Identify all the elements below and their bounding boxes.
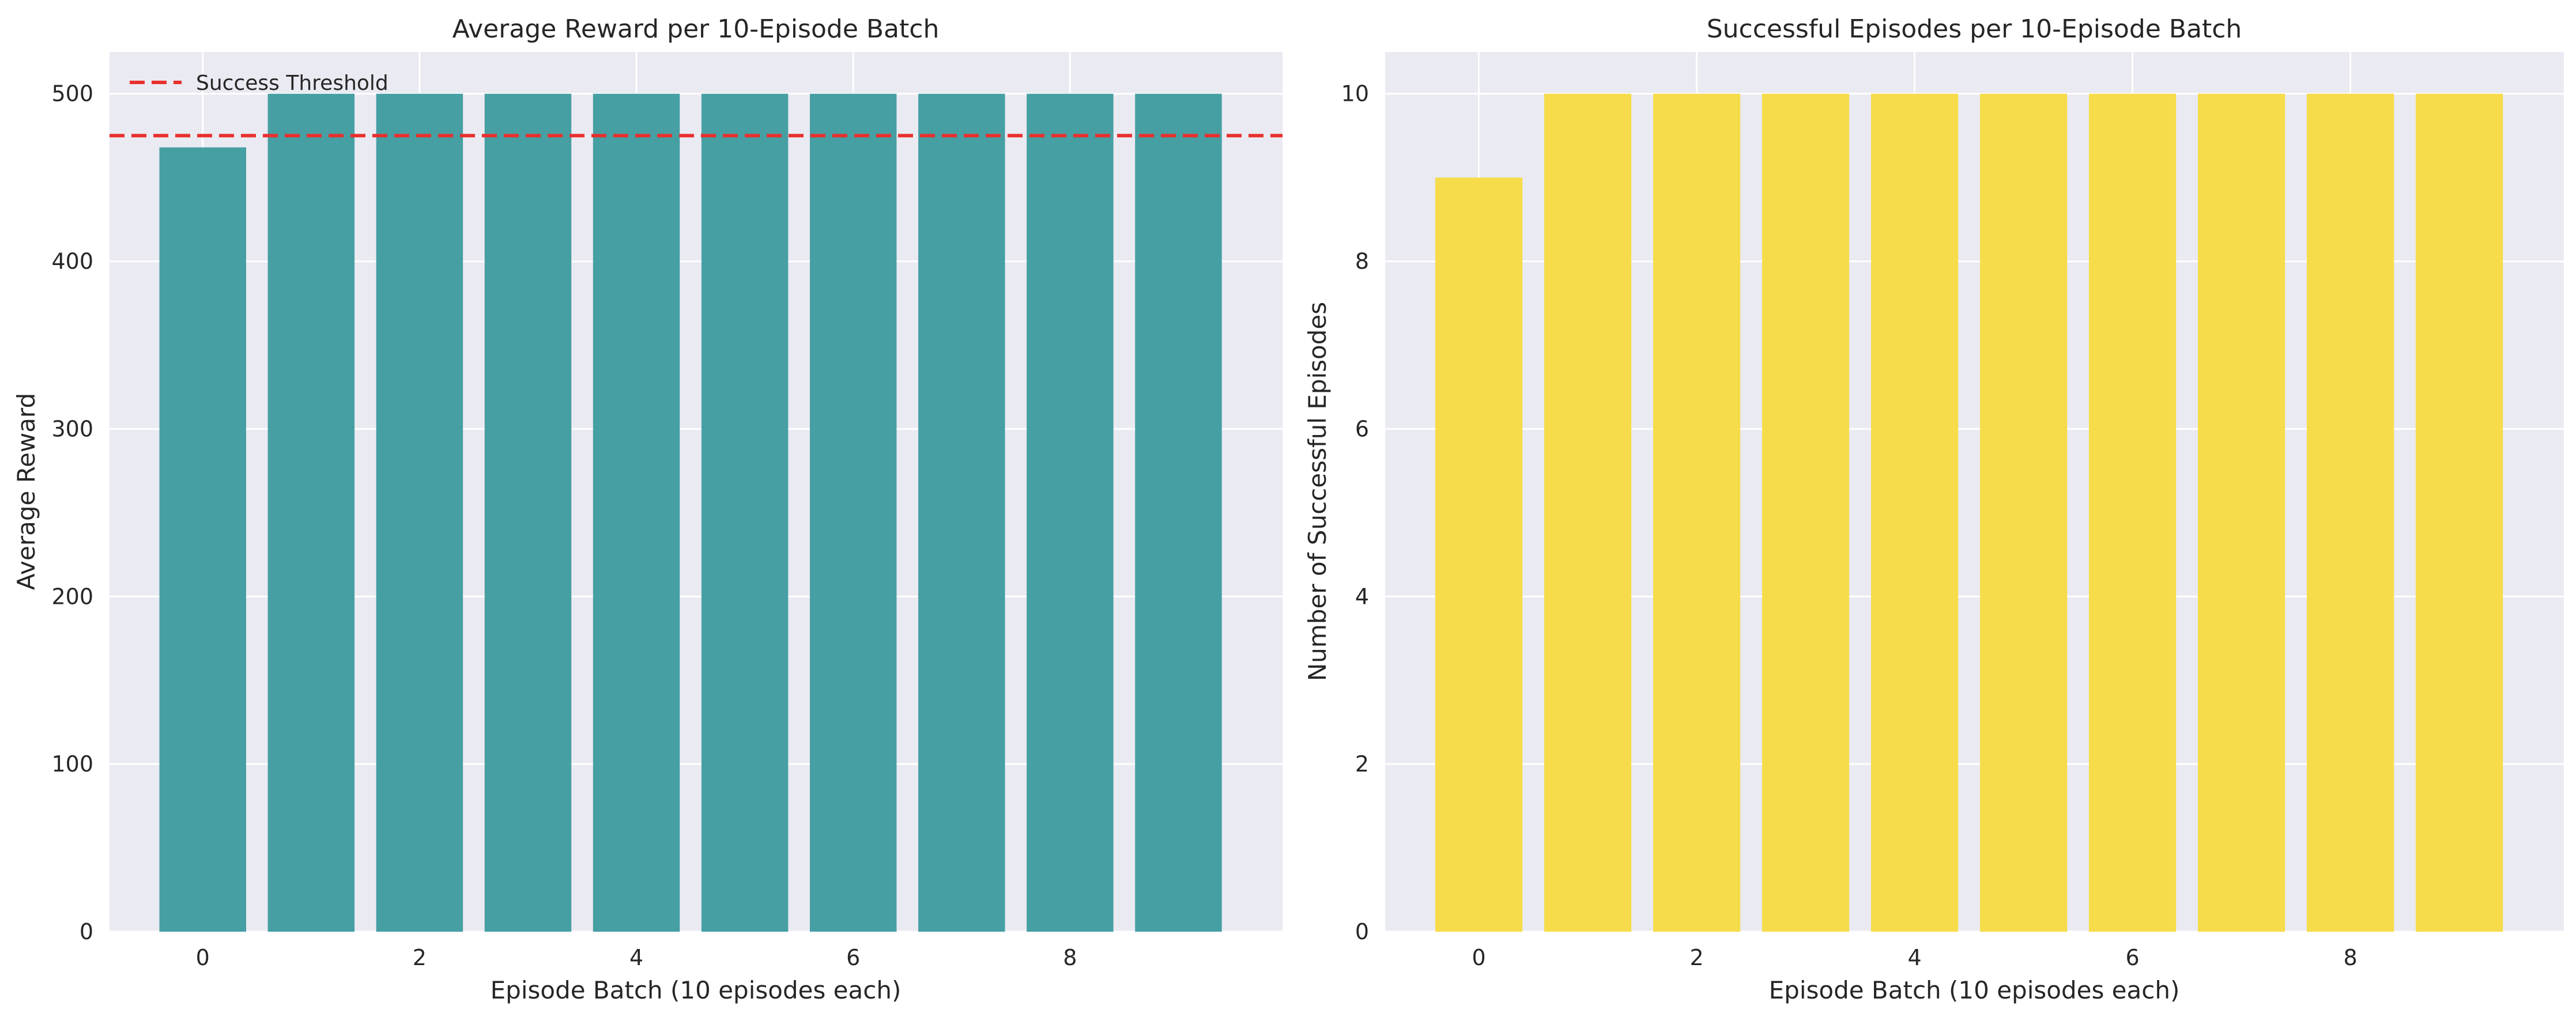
reward-y-tick-labels: 0 100 200 300 400 500: [51, 81, 93, 944]
reward-bar: [701, 93, 789, 932]
success-bar: [1762, 93, 1850, 932]
legend: Success Threshold: [130, 71, 389, 95]
success-y-tick-labels: 0 2 4 6 8 10: [1341, 81, 1369, 944]
x-tick-label: 2: [413, 945, 427, 970]
success-bar: [1870, 93, 1959, 932]
x-tick-label: 6: [2125, 945, 2139, 970]
y-tick-label: 4: [1355, 584, 1369, 609]
reward-bar: [809, 93, 897, 932]
y-tick-label: 10: [1341, 81, 1369, 107]
success-x-axis-label: Episode Batch (10 episodes each): [1769, 976, 2180, 1004]
y-tick-label: 2: [1355, 751, 1369, 777]
reward-y-axis-label: Average Reward: [12, 393, 40, 590]
y-tick-label: 8: [1355, 249, 1369, 274]
x-tick-label: 0: [1472, 945, 1485, 970]
reward-chart-title: Average Reward per 10-Episode Batch: [452, 14, 940, 44]
success-bar: [2197, 93, 2285, 932]
success-y-axis-label: Number of Successful Episodes: [1303, 302, 1332, 681]
success-bars: [1435, 93, 2503, 932]
success-x-tick-labels: 0 2 4 6 8: [1472, 945, 2357, 970]
reward-bar: [484, 93, 572, 932]
x-tick-label: 2: [1689, 945, 1703, 970]
success-bar: [1979, 93, 2068, 932]
reward-bar: [1027, 93, 1114, 932]
x-tick-label: 8: [2343, 945, 2357, 970]
success-bar: [2415, 93, 2503, 932]
success-chart: 0 2 4 6 8 10 0 2 4 6 8 Successful Episodes per 10…: [1303, 14, 2564, 1004]
success-bar: [1435, 177, 1523, 932]
legend-label-success-threshold: Success Threshold: [196, 71, 389, 95]
success-bar: [2306, 93, 2394, 932]
y-tick-label: 0: [80, 919, 93, 944]
reward-chart: 0 100 200 300 400 500 0 2 4 6 8 Average Reward pe…: [12, 14, 1283, 1004]
reward-x-axis-label: Episode Batch (10 episodes each): [491, 976, 902, 1004]
success-chart-title: Successful Episodes per 10-Episode Batch: [1707, 14, 2242, 44]
y-tick-label: 0: [1355, 919, 1369, 944]
reward-bar: [593, 93, 680, 932]
y-tick-label: 100: [51, 751, 93, 777]
y-tick-label: 6: [1355, 416, 1369, 441]
y-tick-label: 300: [51, 416, 93, 441]
reward-bar: [267, 93, 355, 932]
y-tick-label: 500: [51, 81, 93, 107]
y-tick-label: 400: [51, 249, 93, 274]
reward-bar: [376, 93, 463, 932]
reward-x-tick-labels: 0 2 4 6 8: [196, 945, 1077, 970]
reward-bar: [1135, 93, 1222, 932]
success-bar: [1544, 93, 1632, 932]
success-bar: [2088, 93, 2177, 932]
reward-bar: [918, 93, 1005, 932]
x-tick-label: 4: [629, 945, 643, 970]
x-tick-label: 6: [846, 945, 860, 970]
y-tick-label: 200: [51, 584, 93, 609]
success-bar: [1653, 93, 1741, 932]
reward-bars: [159, 93, 1222, 932]
reward-bar: [159, 147, 246, 932]
x-tick-label: 0: [196, 945, 210, 970]
x-tick-label: 4: [1907, 945, 1921, 970]
x-tick-label: 8: [1063, 945, 1077, 970]
